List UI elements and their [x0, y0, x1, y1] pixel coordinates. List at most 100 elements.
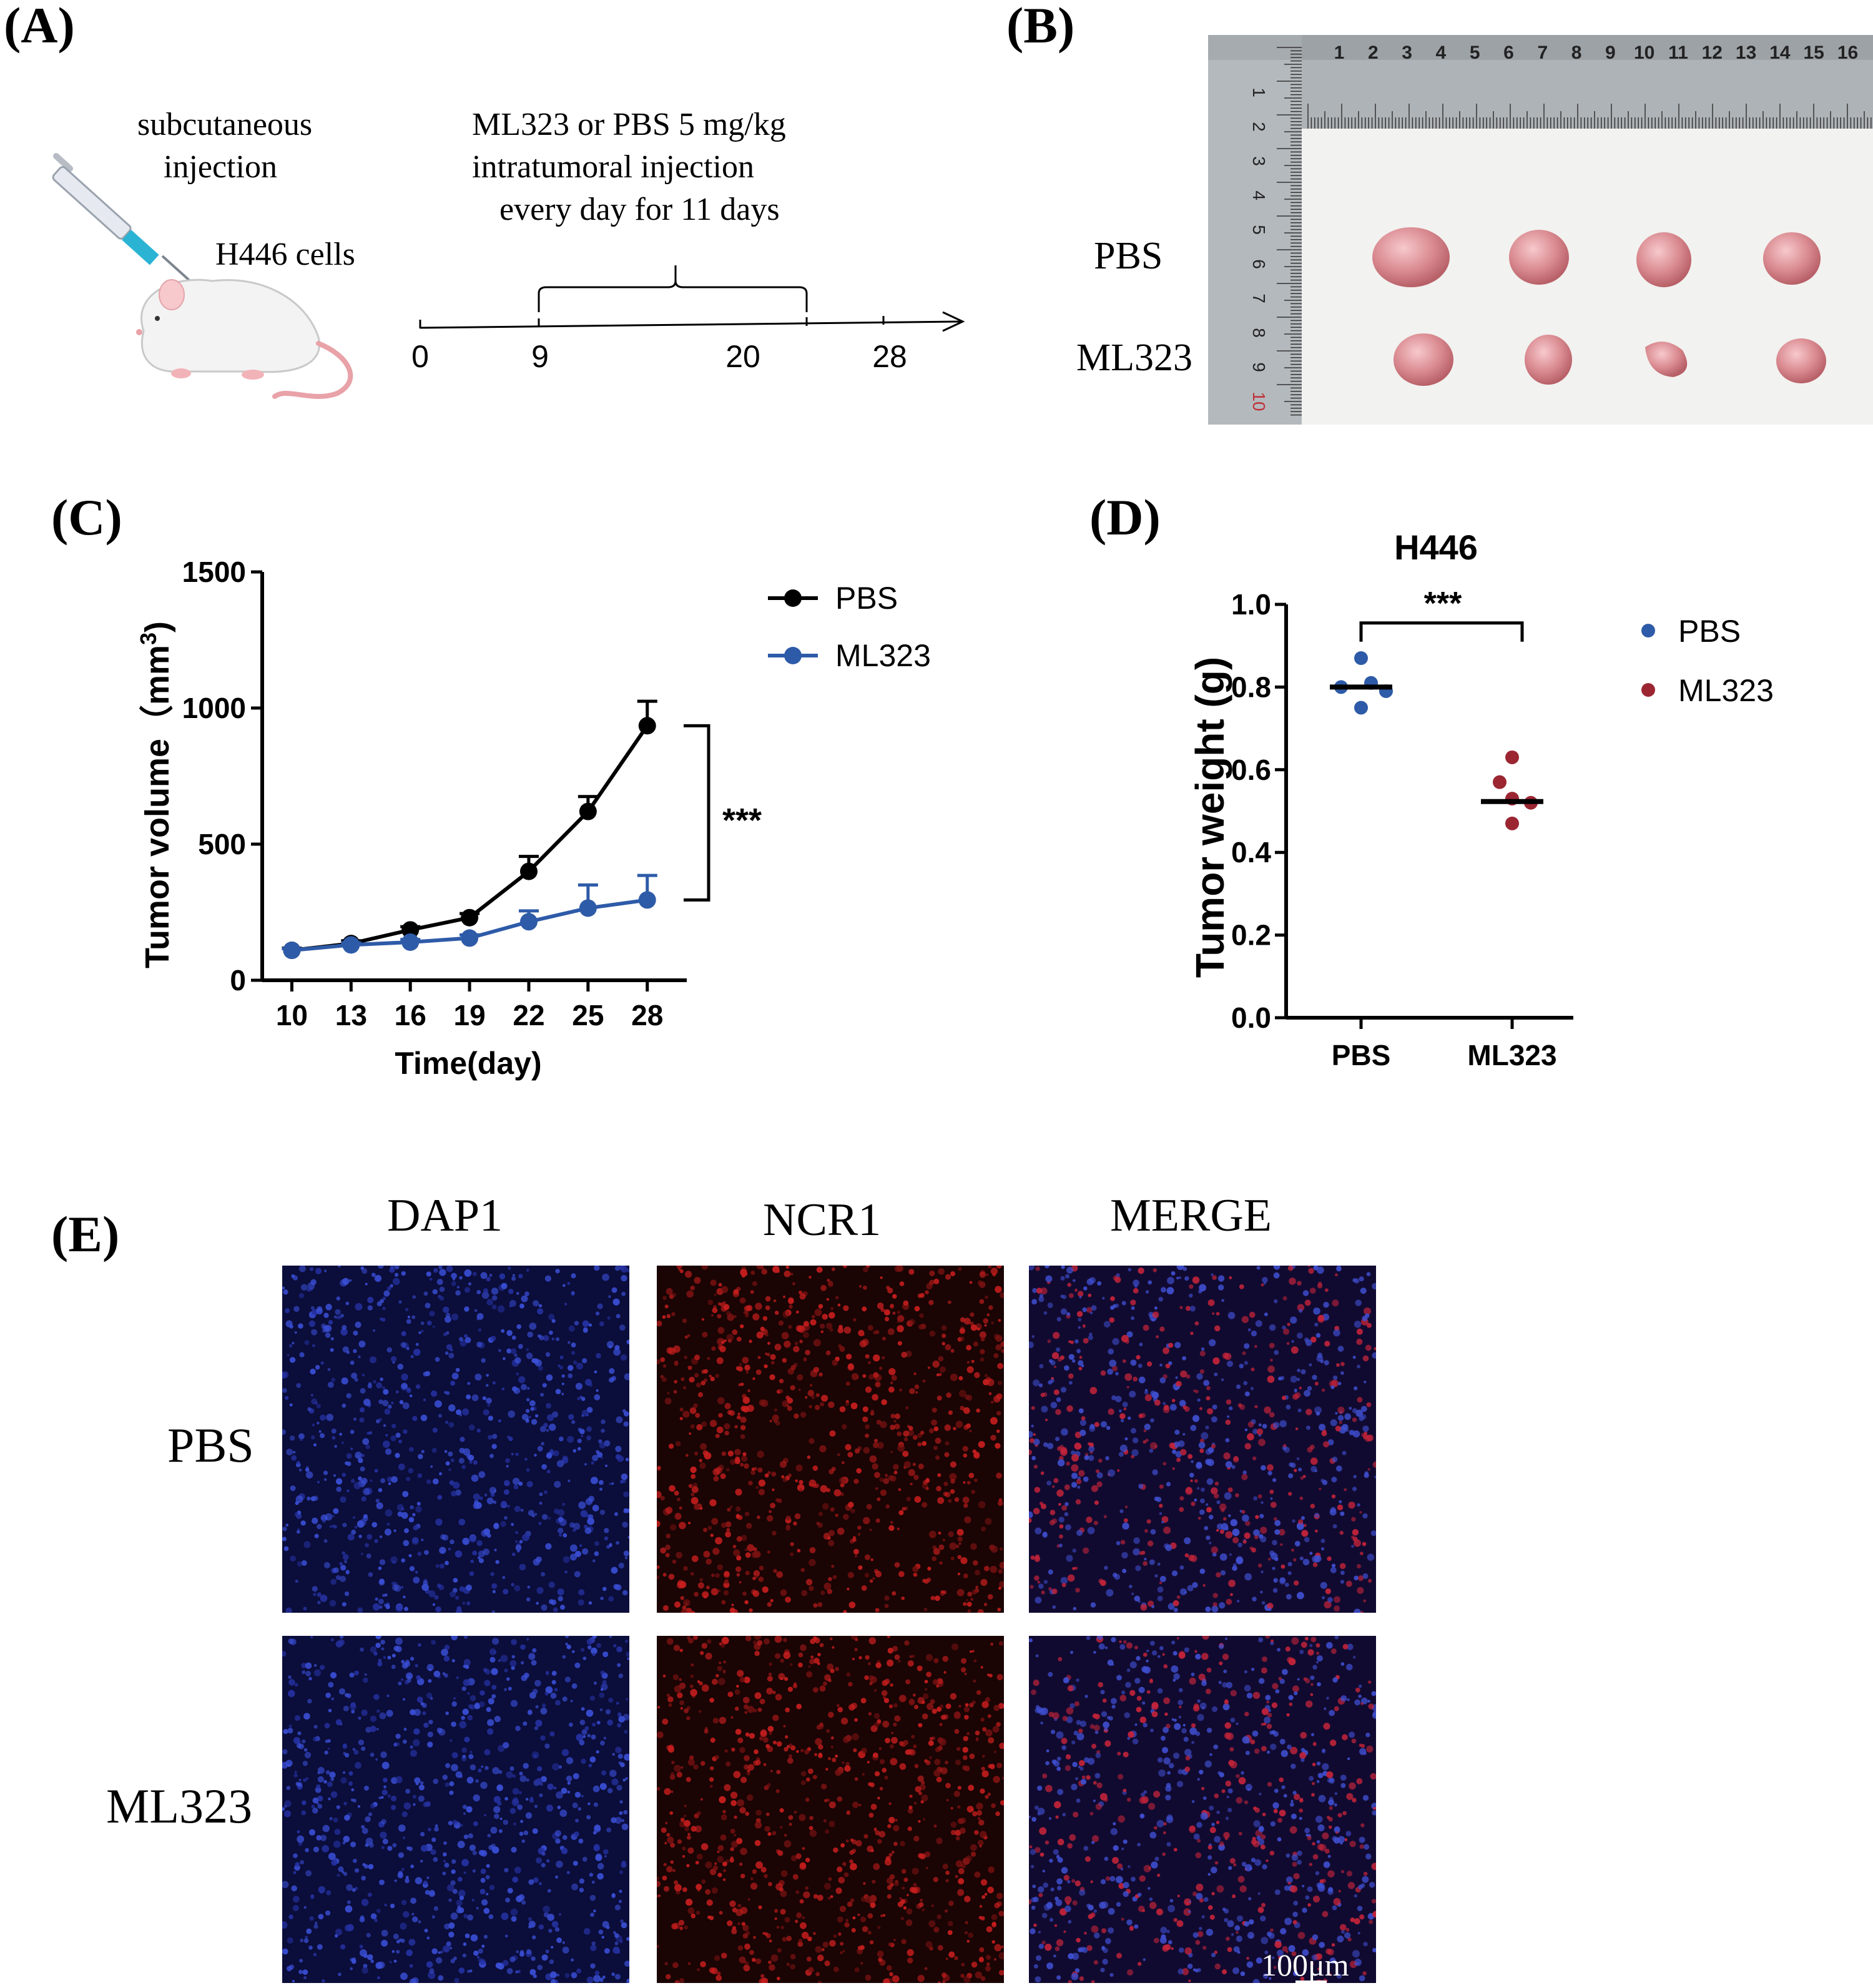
- legend-marker: [784, 589, 802, 607]
- ruler-top-number: 2: [1368, 42, 1379, 63]
- ruler-top-number: 1: [1334, 42, 1345, 63]
- data-point: [342, 936, 360, 954]
- row-label-e-ml323: ML323: [106, 1779, 252, 1833]
- x-axis-label: Time(day): [395, 1046, 541, 1081]
- x-tick-label: 22: [513, 999, 544, 1031]
- dapi-image-pbs: [282, 1266, 629, 1613]
- x-tick-label: 13: [335, 999, 367, 1031]
- ruler-top-number: 13: [1736, 42, 1756, 63]
- ruler-top-number: 7: [1537, 42, 1548, 63]
- data-point: [519, 913, 538, 931]
- data-point: [579, 802, 597, 820]
- ruler-left-numbers: 1 2 3 4 5 6 7 8 9 10: [1249, 87, 1269, 411]
- ruler-left-number: 6: [1249, 259, 1269, 269]
- data-point: [1505, 816, 1519, 830]
- treatment-line-3: every day for 11 days: [499, 192, 780, 227]
- y-tick-label: 1.0: [1231, 588, 1271, 621]
- series-ml323: [282, 873, 657, 960]
- ruler-top-number: 10: [1634, 42, 1654, 63]
- timeline-tick-0: 0: [411, 339, 429, 374]
- ncr1-image-pbs: [657, 1266, 1004, 1613]
- data-point: [638, 717, 656, 735]
- column-label-dap1: DAP1: [387, 1190, 503, 1241]
- row-label-e-pbs: PBS: [167, 1418, 254, 1472]
- x-tick-label: 28: [631, 999, 663, 1031]
- y-axis-label: Tumor volume（mm3): [135, 621, 177, 968]
- tumor-photo: 1 2 3 4 5 6 7 8 9 10 11 12 13 14 15 16 1 2 3 4 5 6 7 8 9 10: [1208, 35, 1873, 425]
- subcutaneous-text: subcutaneous: [137, 107, 313, 142]
- data-point: [1493, 775, 1507, 789]
- row-label-ml323: ML323: [1076, 337, 1192, 379]
- ruler-left-number: 5: [1249, 225, 1269, 235]
- x-tick-label: 19: [454, 999, 486, 1031]
- significance-bracket: [1359, 621, 1524, 642]
- y-axis-label: Tumor weight (g): [1187, 657, 1232, 978]
- ruler-top-number: 14: [1769, 42, 1791, 63]
- x-tick-label: 10: [276, 999, 308, 1031]
- y-tick-label: 0.6: [1231, 754, 1271, 786]
- row-label-pbs: PBS: [1094, 235, 1163, 277]
- y-tick-label: 0.4: [1231, 836, 1271, 869]
- ruler-top-number: 11: [1668, 42, 1688, 63]
- ruler-left-number: 3: [1249, 156, 1269, 166]
- y-tick-label: 500: [198, 828, 246, 860]
- data-point: [401, 921, 420, 939]
- ncr1-image-ml323: [657, 1636, 1004, 1983]
- tumor-weight-chart: H446 0.0 0.2 0.4 0.6 0.8 1.0 PBS ML323 Tumor weig…: [1187, 528, 1774, 1071]
- chart-title: H446: [1394, 528, 1478, 567]
- scale-bar-label: 100μm: [1261, 1947, 1349, 1982]
- y-tick-label: 1000: [182, 692, 246, 724]
- significance-bracket: [684, 724, 710, 902]
- data-point: [461, 908, 479, 927]
- x-tick-label: 16: [395, 999, 426, 1031]
- ruler-top-number: 6: [1503, 42, 1514, 63]
- merge-image-ml323: [1029, 1636, 1376, 1983]
- ruler-top-number: 8: [1571, 42, 1582, 63]
- y-tick-label: 0.8: [1231, 671, 1271, 703]
- data-point: [283, 942, 301, 960]
- ruler-top-number: 16: [1837, 42, 1858, 63]
- ruler-left-number: 7: [1249, 293, 1269, 303]
- ruler-left-number: 10: [1249, 391, 1269, 411]
- legend-marker: [1641, 624, 1655, 637]
- treatment-timeline: 0 9 20 28: [411, 265, 965, 374]
- ruler-top-number: 3: [1402, 42, 1412, 63]
- tumor-volume-chart: 0 500 1000 1500 10 13 16 19 22 25 28 Time(day) Tumor…: [135, 556, 931, 1081]
- legend-label: ML323: [1678, 673, 1774, 708]
- ruler-top-number: 15: [1804, 42, 1824, 63]
- legend-marker: [1641, 683, 1655, 697]
- ruler-top-numbers: 1 2 3 4 5 6 7 8 9 10 11 12 13 14 15 16: [1334, 42, 1859, 63]
- ruler-top-number: 5: [1470, 42, 1480, 63]
- ruler-left-number: 1: [1249, 87, 1269, 97]
- y-tick-label: 0: [230, 964, 246, 996]
- legend-label: PBS: [835, 581, 898, 616]
- series-ml323: [1481, 750, 1543, 830]
- ruler-top-number: 12: [1702, 42, 1723, 63]
- legend-label: ML323: [835, 638, 931, 673]
- cells-text: H446 cells: [215, 237, 355, 272]
- significance-stars: ***: [1424, 586, 1462, 622]
- panel-e-label: (E): [51, 1206, 120, 1262]
- mouse-icon: [136, 278, 353, 399]
- y-tick-label: 0.2: [1231, 919, 1271, 952]
- injection-text: injection: [164, 149, 277, 185]
- data-point: [519, 862, 538, 880]
- x-tick-label: 25: [572, 999, 604, 1031]
- column-label-ncr1: NCR1: [763, 1194, 882, 1246]
- ruler-left-number: 4: [1249, 190, 1269, 200]
- ruler-top-ticks: [1307, 104, 1872, 129]
- panel-c-label: (C): [51, 489, 122, 546]
- timeline-tick-9: 9: [531, 339, 549, 374]
- data-point: [1354, 701, 1368, 715]
- pbs-tumors: [1372, 227, 1821, 287]
- column-label-merge: MERGE: [1110, 1190, 1272, 1241]
- timeline-tick-20: 20: [725, 339, 760, 374]
- merge-image-pbs: [1029, 1266, 1376, 1613]
- panel-a-label: (A): [4, 0, 75, 54]
- ruler-top-number: 4: [1436, 42, 1447, 63]
- x-tick-label: ML323: [1467, 1039, 1556, 1071]
- panel-b-label: (B): [1006, 0, 1075, 54]
- series-pbs: [1330, 651, 1393, 715]
- legend-label: PBS: [1678, 614, 1741, 649]
